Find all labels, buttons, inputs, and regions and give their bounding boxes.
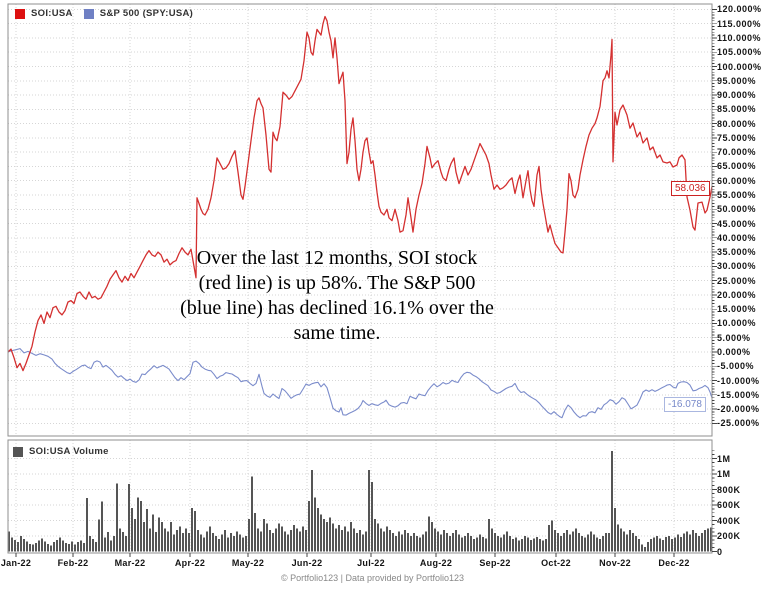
volume-axis-tick-label: 600K — [717, 500, 741, 510]
x-axis-month-label: Apr-22 — [174, 558, 206, 568]
x-axis-month-label: Oct-22 — [541, 558, 571, 568]
spx-legend-label: S&P 500 (SPY:USA) — [99, 8, 194, 19]
annotation-line: (red line) is up 58%. The S&P 500 — [198, 272, 476, 294]
price-axis-tick-label: 50.000% — [717, 204, 757, 215]
volume-axis-tick-label: 200K — [717, 531, 741, 541]
x-axis-month-label: Nov-22 — [599, 558, 631, 568]
price-axis-tick-label: 0.000% — [717, 347, 751, 357]
x-axis-month-label: Jun-22 — [291, 558, 323, 568]
x-axis-month-label: Sep-22 — [479, 558, 511, 568]
price-axis-tick-label: 20.000% — [717, 289, 757, 300]
price-legend: SOI:USA S&P 500 (SPY:USA) — [15, 8, 204, 19]
x-axis-month-label: Feb-22 — [57, 558, 89, 568]
price-axis-tick-label: 90.000% — [717, 90, 757, 101]
price-axis-tick-label: -15.000% — [717, 389, 760, 400]
price-axis-tick-label: 30.000% — [717, 261, 757, 272]
price-axis-tick-label: 100.000% — [717, 61, 762, 72]
price-axis-tick-label: 105.000% — [717, 47, 762, 58]
volume-axis-tick-label: 800K — [717, 484, 741, 495]
soi-legend-swatch-icon — [15, 8, 25, 19]
spx-last-value-label: -16.078 — [664, 397, 706, 412]
price-axis-tick-label: 60.000% — [717, 175, 757, 186]
x-axis-month-label: Mar-22 — [114, 558, 146, 568]
volume-axis-tick-label: 1M — [717, 469, 731, 479]
volume-legend: SOI:USA Volume — [13, 446, 120, 457]
price-axis-tick-label: 110.000% — [717, 32, 762, 43]
x-axis-month-label: Dec-22 — [658, 558, 690, 568]
price-axis-tick-label: 80.000% — [717, 118, 757, 129]
price-axis-tick-label: -20.000% — [717, 404, 760, 415]
soi-last-value-label: 58.036 — [671, 181, 710, 196]
price-axis-tick-label: 15.000% — [717, 304, 757, 315]
price-axis-tick-label: 10.000% — [717, 318, 757, 329]
price-axis-tick-label: 65.000% — [717, 161, 757, 172]
volume-axis-tick-label: 400K — [717, 515, 741, 526]
spx-legend-swatch-icon — [83, 8, 94, 19]
annotation-line: same time. — [293, 322, 381, 344]
price-axis-tick-label: 75.000% — [717, 132, 757, 143]
annotation-text: Over the last 12 months, SOI stock (red … — [107, 246, 567, 346]
price-axis-tick-label: 25.000% — [717, 275, 757, 286]
price-axis-tick-label: 45.000% — [717, 218, 757, 229]
price-axis-tick-label: 85.000% — [717, 104, 757, 115]
price-axis-tick-label: 115.000% — [717, 18, 762, 29]
volume-axis-tick-label: 0 — [717, 546, 723, 557]
price-axis-tick-label: 95.000% — [717, 75, 757, 86]
volume-legend-swatch-icon — [13, 446, 23, 457]
price-axis-tick-label: 35.000% — [717, 247, 757, 258]
price-axis-tick-label: 55.000% — [717, 189, 757, 200]
price-axis-tick-label: 40.000% — [717, 232, 757, 243]
x-axis-month-label: May-22 — [231, 558, 265, 568]
soi-legend-label: SOI:USA — [31, 8, 73, 19]
annotation-line: (blue line) has declined 16.1% over the — [180, 297, 494, 319]
annotation-line: Over the last 12 months, SOI stock — [196, 247, 478, 269]
price-axis-tick-label: -5.000% — [717, 361, 755, 372]
x-axis-month-label: Jan-22 — [0, 558, 32, 568]
x-axis-month-label: Aug-22 — [419, 558, 453, 568]
price-axis-tick-label: 5.000% — [717, 332, 751, 343]
price-axis-tick-label: -25.000% — [717, 418, 760, 429]
price-axis-tick-label: 120.000% — [717, 4, 762, 15]
price-axis-tick-label: 70.000% — [717, 147, 757, 158]
chart-footer: © Portfolio123 | Data provided by Portfo… — [280, 573, 465, 583]
x-axis-month-label: Jul-22 — [357, 558, 385, 568]
volume-legend-label: SOI:USA Volume — [29, 446, 109, 457]
price-axis-tick-label: -10.000% — [717, 375, 760, 386]
volume-axis-tick-label: 1M — [717, 453, 731, 464]
